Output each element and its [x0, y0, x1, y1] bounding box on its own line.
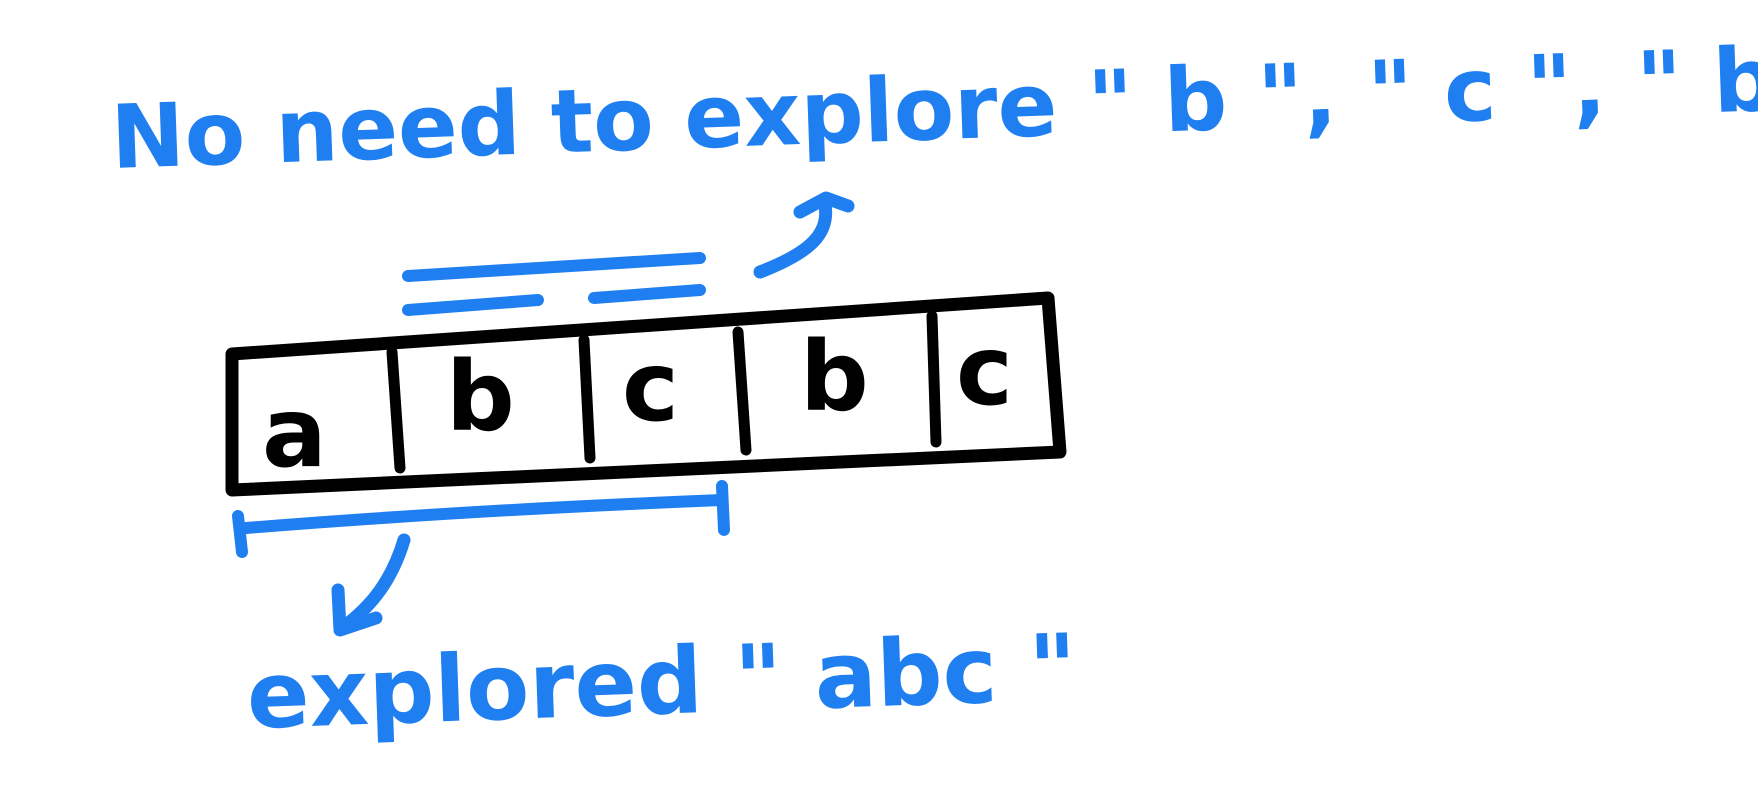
cell-3-letter: b [800, 321, 869, 433]
up-arrow-icon [753, 191, 855, 279]
cell-strip [225, 291, 1067, 497]
cell-4-letter: c [956, 315, 1013, 427]
explored-bracket [232, 480, 730, 558]
overline-group [402, 252, 706, 316]
cell-letters: a b c b c [262, 315, 1013, 489]
bottom-annotation-text: explored " abc " [245, 614, 1079, 750]
top-annotation-text: No need to explore " b ", " c ", " bc " [109, 23, 1758, 189]
cell-1-letter: b [446, 341, 515, 453]
down-arrow-icon [331, 533, 411, 637]
cell-2-letter: c [622, 331, 679, 443]
cell-0-letter: a [262, 377, 327, 489]
